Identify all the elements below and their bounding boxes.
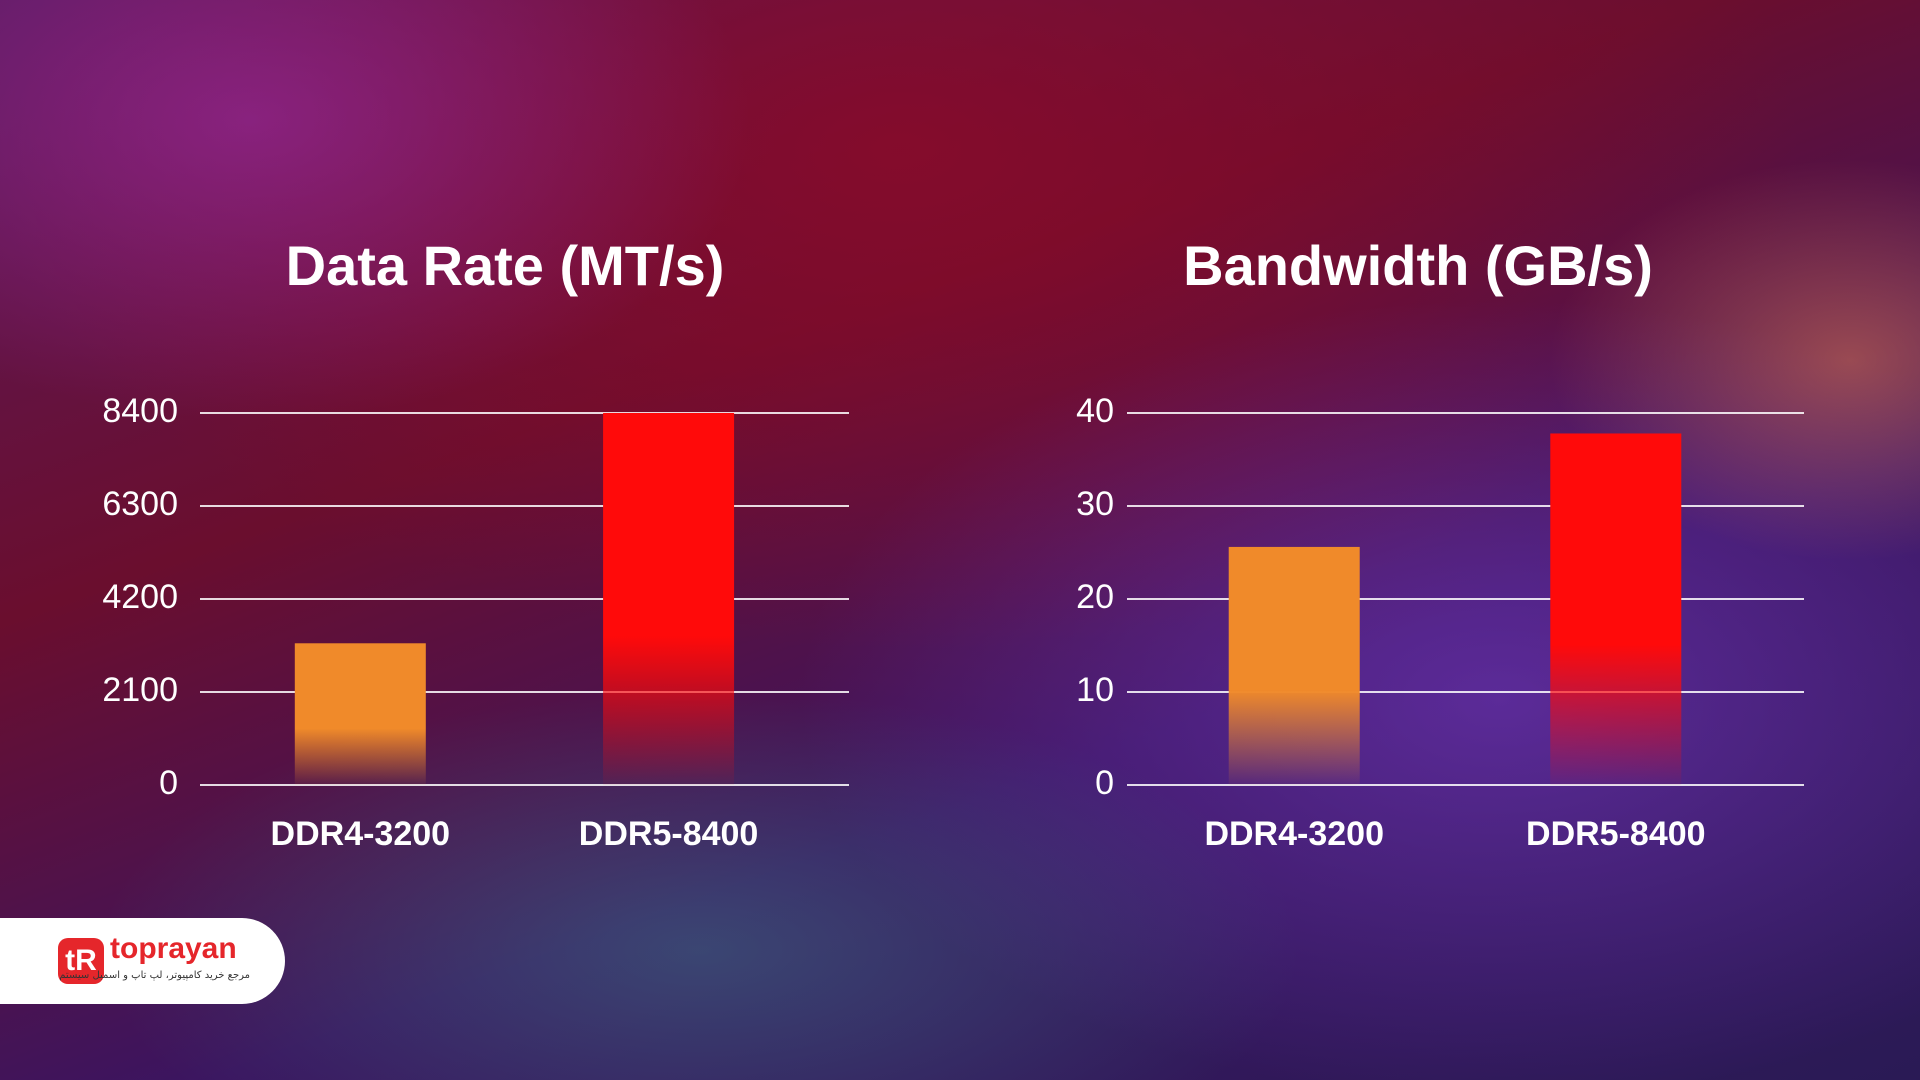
y-tick-label: 40	[1076, 392, 1114, 430]
chart-title: Data Rate (MT/s)	[286, 234, 725, 297]
logo-icon: tR	[58, 938, 104, 984]
bar	[1228, 546, 1360, 785]
logo-name: toprayan	[110, 932, 237, 965]
y-tick-label: 30	[1076, 485, 1114, 523]
x-tick-label: DDR4-3200	[271, 815, 451, 853]
bar	[603, 413, 735, 785]
logo: tR toprayan مرجع خرید کامپیوتر، لپ تاپ و…	[0, 918, 285, 1004]
chart-title: Bandwidth (GB/s)	[1183, 234, 1653, 297]
y-tick-label: 0	[1095, 764, 1114, 802]
x-tick-label: DDR4-3200	[1204, 815, 1384, 853]
x-tick-label: DDR5-8400	[579, 815, 759, 853]
bar	[294, 643, 426, 785]
y-tick-label: 4200	[102, 578, 178, 616]
bar	[1550, 433, 1682, 785]
logo-tagline: مرجع خرید کامپیوتر، لپ تاپ و اسمبل سیستم	[59, 970, 250, 981]
x-tick-label: DDR5-8400	[1526, 815, 1706, 853]
y-tick-label: 0	[159, 764, 178, 802]
y-tick-label: 6300	[102, 485, 178, 523]
y-tick-label: 8400	[102, 392, 178, 430]
y-tick-label: 20	[1076, 578, 1114, 616]
y-tick-label: 10	[1076, 671, 1114, 709]
y-tick-label: 2100	[102, 671, 178, 709]
